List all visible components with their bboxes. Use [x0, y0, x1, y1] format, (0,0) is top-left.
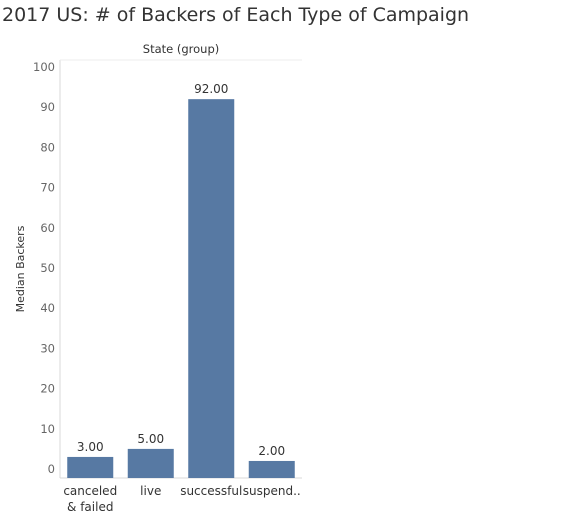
y-tick-label: 100: [33, 60, 55, 74]
y-tick-label: 40: [40, 301, 55, 315]
y-tick-label: 50: [40, 261, 55, 275]
y-tick-label: 0: [48, 462, 55, 476]
bar: [128, 449, 174, 478]
bars-group: [67, 99, 295, 478]
y-tick-label: 60: [40, 221, 55, 235]
bar: [249, 461, 295, 478]
y-tick-label: 30: [40, 341, 55, 355]
bar-value-label: 2.00: [258, 444, 285, 458]
x-tick-label: suspend..: [243, 484, 301, 498]
x-tick-label: live: [140, 484, 161, 498]
y-tick-label: 80: [40, 140, 55, 154]
x-tick-label: successful: [180, 484, 242, 498]
column-header: State (group): [143, 42, 219, 56]
y-tick-label: 20: [40, 382, 55, 396]
y-tick-label: 70: [40, 181, 55, 195]
x-tick-label: canceled & failed: [63, 484, 117, 514]
y-tick-label: 10: [40, 422, 55, 436]
y-tick-label: 90: [40, 100, 55, 114]
y-axis-label: Median Backers: [14, 225, 27, 312]
value-labels-group: 3.00 5.00 92.00 2.00: [77, 82, 285, 458]
bar-value-label: 5.00: [137, 432, 164, 446]
bar-value-label: 3.00: [77, 440, 104, 454]
bar: [188, 99, 234, 478]
bar-value-label: 92.00: [194, 82, 228, 96]
bar: [67, 457, 113, 478]
y-axis-ticks: 0 10 20 30 40 50 60 70 80 90 100: [33, 60, 55, 476]
x-axis-labels-group: canceled & failed live successful suspend..: [63, 484, 300, 514]
